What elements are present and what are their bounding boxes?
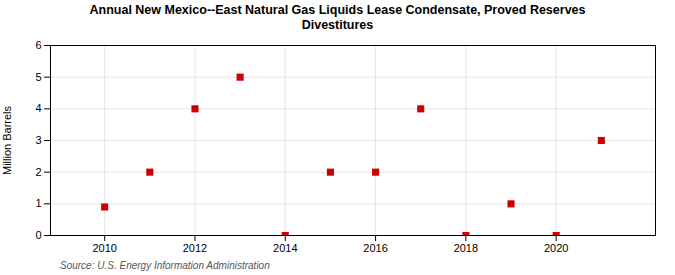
html-text:Source: U.S. Energy Informatio: Source: U.S. Energy Information Administ…: [60, 260, 270, 271]
svg-text:1: 1: [35, 197, 41, 209]
html-text:Annual New Mexico--East Natura: Annual New Mexico--East Natural Gas Liqu…: [89, 3, 586, 32]
svg-text:2014: 2014: [273, 242, 297, 254]
svg-text:2010: 2010: [92, 242, 116, 254]
svg-text:4: 4: [35, 102, 41, 114]
svg-text:3: 3: [35, 134, 41, 146]
svg-text:2012: 2012: [183, 242, 207, 254]
svg-text:0: 0: [35, 229, 41, 241]
svg-text:2018: 2018: [454, 242, 478, 254]
svg-text:2: 2: [35, 166, 41, 178]
svg-text:6: 6: [35, 39, 41, 51]
svg-text:2020: 2020: [544, 242, 568, 254]
svg-text:2016: 2016: [363, 242, 387, 254]
svg-text:5: 5: [35, 71, 41, 83]
svg-text:Million Barrels: Million Barrels: [1, 105, 13, 175]
